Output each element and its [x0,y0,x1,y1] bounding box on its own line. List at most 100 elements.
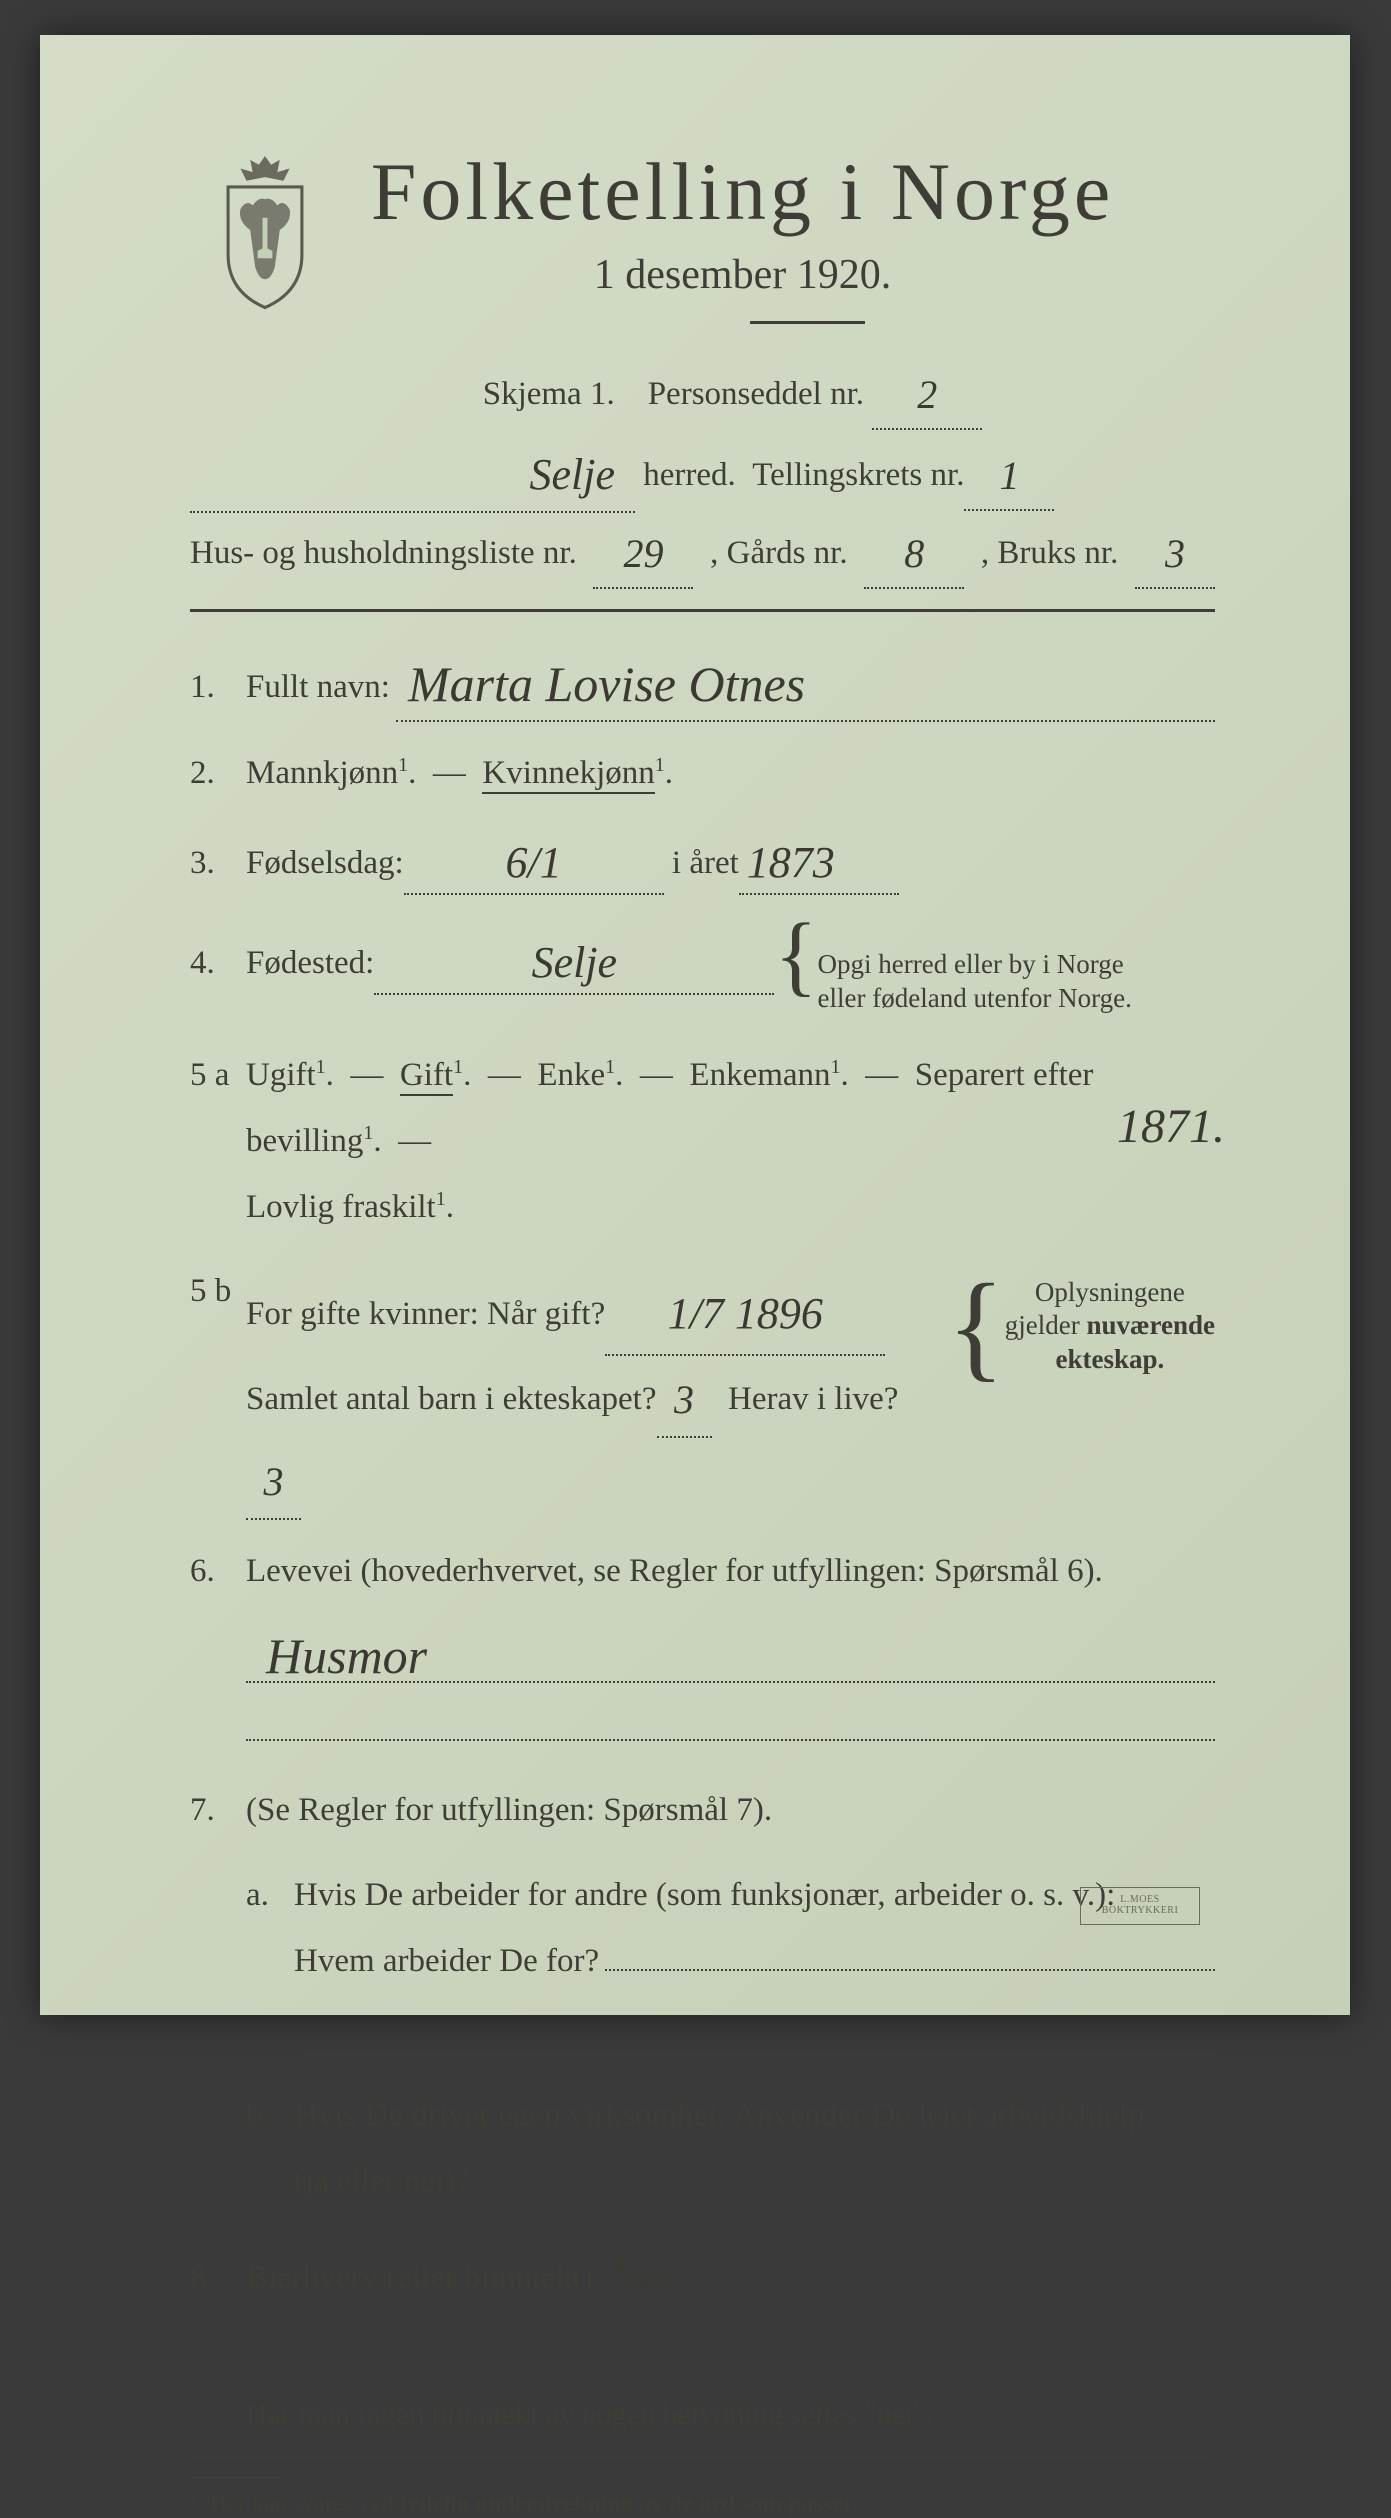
tellingskrets-nr: 1 [999,453,1019,498]
q7a-num: a. [246,1870,294,1921]
q5a-opt0: Ugift [246,1057,316,1093]
q6-value: Husmor [266,1628,427,1684]
section-rule-top [190,609,1215,612]
form-title: Folketelling i Norge [270,145,1215,239]
q5b-side3: ekteskap. [1055,1344,1164,1374]
q7-num: 7. [190,1785,246,1836]
gards-label: , Gårds nr. [710,523,847,584]
q5a-opt1: Gift [400,1057,453,1096]
q5b-when: 1/7 1896 [668,1289,823,1338]
brace-icon-q5b: { [947,1296,1005,1356]
meta-line-2: Selje herred. Tellingskrets nr. 1 [190,430,1215,513]
bruks-nr: 3 [1165,531,1185,576]
q5b-num: 5 b [190,1266,246,1317]
q8-field: Nei [598,2240,1215,2310]
q6-num: 6. [190,1546,246,1597]
q4-label: Fødested: [246,938,374,989]
q7a-blank-line [300,2020,1215,2056]
q5a-opt3: Enkemann [689,1057,830,1093]
q5a-margin-note: 1871. [1117,1090,1225,1164]
q3-year-field: 1873 [739,825,899,895]
q7b-field [476,2189,1215,2191]
q5b-when-field: 1/7 1896 [605,1266,885,1356]
printer-stamp: L.MOES BOKTRYKKERI [1080,1887,1200,1925]
q5b-total-label: Samlet antal barn i ekteskapet? [246,1366,657,1432]
q8-value: Nei [610,2253,671,2302]
q4-side-note: Opgi herred eller by i Norge eller fødel… [818,948,1132,1016]
census-form-page: Folketelling i Norge 1 desember 1920. Sk… [40,35,1350,2015]
husliste-field: 29 [593,513,693,589]
q3-day-field: 6/1 [404,825,664,895]
q5a-num: 5 a [190,1050,246,1101]
q5b-when-label: Når gift? [487,1281,605,1347]
q5a-opt2: Enke [537,1057,605,1093]
q2-row: 2. Mannkjønn1. — Kvinnekjønn1. [190,748,1215,799]
herred-value: Selje [529,450,615,499]
form-header: Folketelling i Norge 1 desember 1920. [190,145,1215,324]
q1-num: 1. [190,662,246,713]
q4-row: 4. Fødested: Selje { Opgi herred eller b… [190,921,1215,1016]
q8-label: Bierhverv (eller biinntekt) [246,2253,592,2304]
skjema-label: Skjema 1. [483,376,615,412]
q5b-side1: Oplysningene [1035,1277,1185,1307]
q5a-row: 5 a Ugift1. — Gift1. — Enke1. — Enkemann… [190,1042,1215,1240]
sup1b: 1 [655,754,665,776]
q7b-line2: (ja eller nei)? [294,2148,470,2214]
bruks-label: , Bruks nr. [981,523,1119,584]
q7a-line1: Hvis De arbeider for andre (som funksjon… [294,1877,1115,1913]
q4-side2: eller fødeland utenfor Norge. [818,983,1132,1013]
q5b-side2: gjelder nuværende [1005,1310,1215,1340]
q3-year-label: i året [672,838,739,889]
brace-icon-q4: { [774,933,817,978]
q5b-alive: 3 [264,1459,284,1504]
q8-hint: Har man ingen biinntekt av nogen betydni… [246,2398,1215,2432]
q3-num: 3. [190,838,246,889]
q5a-opt5: Lovlig fraskilt [246,1189,436,1225]
q6-row: 6. Levevei (hovederhvervet, se Regler fo… [190,1546,1215,1597]
q5a-opt4: Separert efter bevilling [246,1057,1093,1159]
q7a-field [605,1969,1215,1971]
q7b-num: b. [246,2090,294,2141]
q1-label: Fullt navn: [246,662,390,713]
footnote: 1 Her kan svares ved tydelig understrekn… [190,2489,1215,2518]
q7-row: 7. (Se Regler for utfyllingen: Spørsmål … [190,1785,1215,1836]
gards-nr: 8 [904,531,924,576]
q4-field: Selje [374,925,774,995]
husliste-label: Hus- og husholdningsliste nr. [190,523,577,584]
q6-value-line: Husmor [246,1623,1215,1683]
bruks-field: 3 [1135,513,1215,589]
q7b-line1: Hvis De driver egen virksomhet: Anvender… [294,2097,1144,2133]
gards-field: 8 [864,513,964,589]
husliste-nr: 29 [623,531,663,576]
meta-block: Skjema 1. Personseddel nr. 2 Selje herre… [190,354,1215,589]
q8-num: 8. [190,2253,246,2304]
q4-side1: Opgi herred eller by i Norge [818,949,1124,979]
q6-blank-line [246,1705,1215,1741]
q6-field: Husmor [246,1623,1215,1683]
q3-day: 6/1 [506,838,562,887]
q8-blank-line [246,2336,1215,2372]
q3-label: Fødselsdag: [246,838,404,889]
sup1: 1 [398,754,408,776]
form-subtitle: 1 desember 1920. [270,251,1215,299]
meta-line-1: Skjema 1. Personseddel nr. 2 [250,354,1215,430]
q7a-line2: Hvem arbeider De for? [294,1928,599,1994]
q1-value: Marta Lovise Otnes [408,656,805,712]
footnote-rule [190,2477,280,2479]
q2-mann: Mannkjønn [246,755,398,791]
herred-label: herred. [643,445,736,506]
personseddel-label: Personseddel nr. [648,376,864,412]
q1-field: Marta Lovise Otnes [396,642,1215,722]
q6-label: Levevei (hovederhvervet, se Regler for u… [246,1553,1103,1589]
q5b-row: 5 b For gifte kvinner: Når gift? 1/7 189… [190,1266,1215,1520]
q4-value: Selje [532,938,618,987]
q5b-total: 3 [674,1377,694,1422]
tellingskrets-label: Tellingskrets nr. [752,445,964,506]
q3-row: 3. Fødselsdag: 6/1 i året 1873 [190,825,1215,895]
footnote-marker: 1 [190,2489,198,2506]
herred-field: Selje [190,430,635,513]
q3-year: 1873 [747,838,835,887]
bottom-rule [190,2456,1215,2457]
q5b-total-field: 3 [657,1356,712,1438]
q7b-row: b. Hvis De driver egen virksomhet: Anven… [246,2082,1215,2214]
